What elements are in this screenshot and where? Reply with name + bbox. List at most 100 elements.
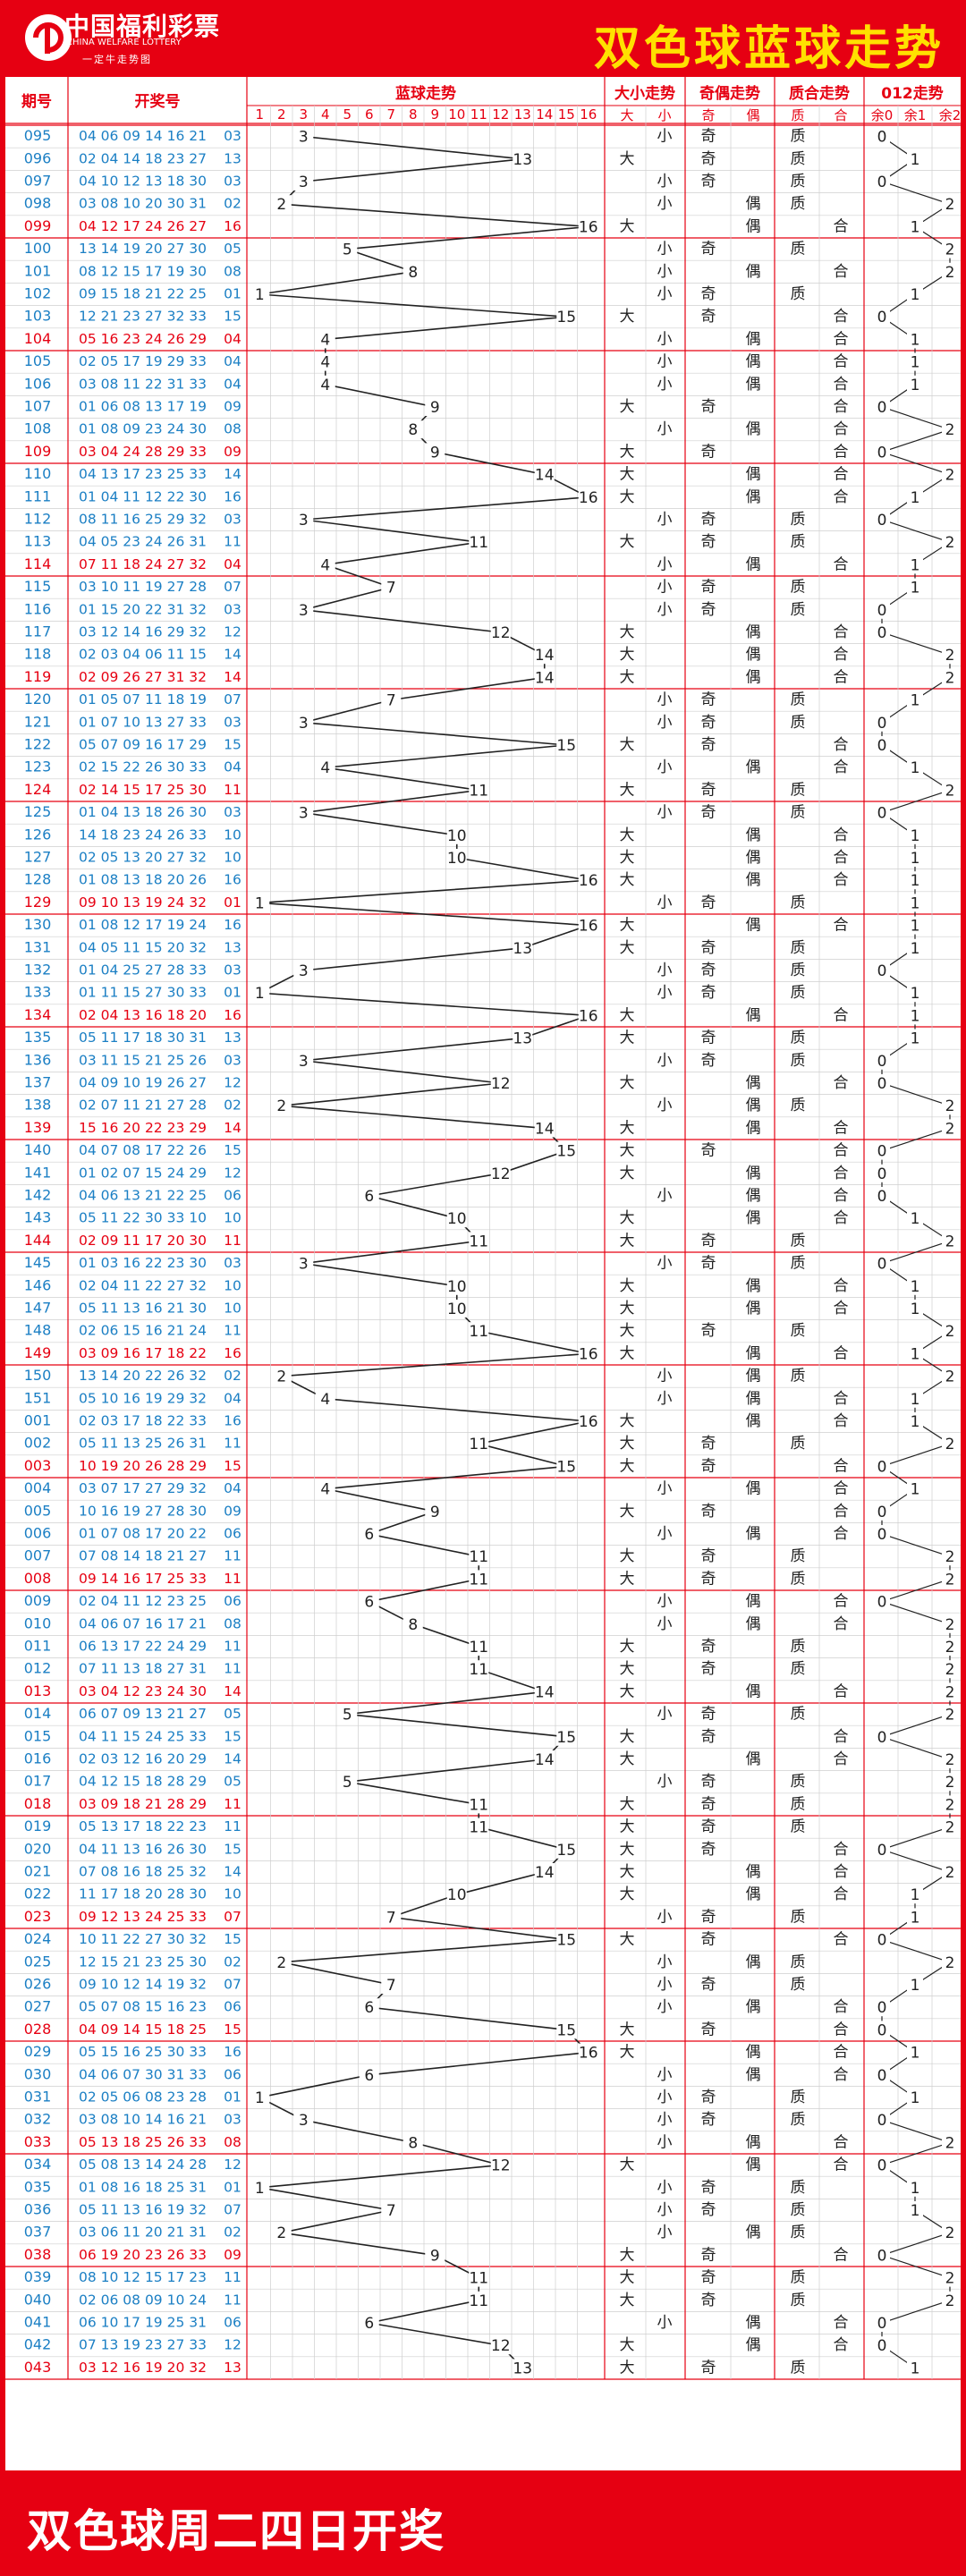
blue-value-bg bbox=[534, 1863, 555, 1881]
mod3-value-bg bbox=[874, 2336, 890, 2355]
period-number: 149 bbox=[24, 1344, 52, 1361]
mod3-mark: 1 bbox=[911, 850, 920, 868]
blue-value-mark: 6 bbox=[364, 2067, 374, 2085]
blue-value-mark: 6 bbox=[364, 1999, 374, 2017]
blue-value-mark: 12 bbox=[491, 1165, 511, 1183]
blue-value-mark: 3 bbox=[299, 805, 309, 823]
red-balls: 04 13 17 23 25 33 bbox=[79, 466, 207, 482]
prime-mark: 质 bbox=[791, 714, 806, 732]
size-mark: 大 bbox=[620, 1074, 635, 1092]
size-mark: 大 bbox=[620, 1119, 635, 1137]
period-number: 029 bbox=[24, 2043, 52, 2060]
size-mark: 大 bbox=[620, 1165, 635, 1182]
blue-value-mark: 2 bbox=[276, 196, 286, 214]
mod3-mark: 2 bbox=[945, 1661, 955, 1679]
mod3-value-bg bbox=[942, 2133, 958, 2152]
mod3-mark: 1 bbox=[911, 489, 920, 507]
parity-mark: 奇 bbox=[701, 691, 716, 709]
blue-value-bg bbox=[293, 173, 314, 191]
mod3-value-bg bbox=[942, 668, 958, 687]
parity-mark: 偶 bbox=[746, 1863, 761, 1881]
period-number: 003 bbox=[24, 1457, 52, 1474]
mod3-mark: 2 bbox=[945, 1120, 955, 1138]
prime-mark: 质 bbox=[791, 1030, 806, 1047]
red-balls: 09 12 13 24 25 33 bbox=[79, 1909, 207, 1925]
size-mark: 小 bbox=[657, 1998, 673, 2016]
prime-mark: 合 bbox=[834, 443, 849, 461]
blue-value-mark: 11 bbox=[469, 1571, 488, 1589]
period-number: 005 bbox=[24, 1502, 52, 1519]
prime-mark: 质 bbox=[791, 1773, 806, 1791]
blue-ball: 04 bbox=[224, 759, 242, 775]
red-balls: 07 08 14 18 21 27 bbox=[79, 1548, 207, 1564]
blue-value-bg bbox=[271, 195, 292, 214]
blue-value-bg bbox=[271, 1367, 292, 1385]
prime-mark: 质 bbox=[791, 285, 806, 303]
mod3-mark: 1 bbox=[911, 2089, 920, 2107]
blue-value-bg bbox=[315, 330, 335, 349]
mod3-value-bg bbox=[874, 736, 890, 754]
prime-mark: 质 bbox=[791, 195, 806, 213]
mod3-mark: 1 bbox=[911, 2360, 920, 2377]
size-mark: 大 bbox=[620, 1006, 635, 1024]
prime-mark: 质 bbox=[791, 2111, 806, 2129]
draw-schedule-text: 双色球周二四日开奖 bbox=[27, 2505, 445, 2557]
mod3-value-bg bbox=[907, 826, 923, 844]
mod3-mark: 2 bbox=[945, 669, 955, 687]
period-number: 025 bbox=[24, 1953, 52, 1970]
size-trend-header: 大小走势 bbox=[614, 84, 675, 103]
blue-value-mark: 16 bbox=[579, 218, 598, 236]
size-mark: 大 bbox=[620, 623, 635, 641]
blue-value-bg bbox=[556, 1727, 577, 1746]
size-mark: 大 bbox=[620, 217, 635, 235]
blue-value-mark: 16 bbox=[579, 1413, 598, 1431]
blue-value-mark: 14 bbox=[535, 1120, 555, 1138]
parity-mark: 奇 bbox=[701, 1728, 716, 1746]
mod3-mark: 1 bbox=[911, 1301, 920, 1318]
mod3-value-bg bbox=[874, 2065, 890, 2084]
blue-value-mark: 15 bbox=[556, 1842, 576, 1860]
blue-col-header: 7 bbox=[386, 106, 396, 123]
mod3-value-bg bbox=[874, 1457, 890, 1476]
parity-mark: 奇 bbox=[701, 2201, 716, 2219]
blue-value-bg bbox=[425, 398, 445, 416]
prime-mark: 质 bbox=[791, 1435, 806, 1453]
parity-mark: 偶 bbox=[746, 330, 761, 348]
parity-mark: 偶 bbox=[746, 217, 761, 235]
mod3-value-bg bbox=[907, 938, 923, 957]
mod3-value-bg bbox=[874, 1141, 890, 1160]
prime-mark: 合 bbox=[834, 1300, 849, 1318]
period-number: 008 bbox=[24, 1570, 52, 1587]
period-number: 138 bbox=[24, 1097, 52, 1114]
blue-ball: 03 bbox=[224, 601, 242, 617]
parity-mark: 奇 bbox=[701, 1457, 716, 1475]
blue-value-mark: 3 bbox=[299, 174, 309, 191]
mod3-mark: 1 bbox=[911, 377, 920, 394]
period-number: 023 bbox=[24, 1908, 52, 1925]
red-balls: 03 08 11 22 31 33 bbox=[79, 376, 207, 392]
period-number: 142 bbox=[24, 1187, 52, 1204]
mod3-mark: 0 bbox=[877, 737, 887, 755]
mod3-mark: 0 bbox=[877, 309, 887, 326]
mod3-value-bg bbox=[907, 1029, 923, 1047]
blue-value-mark: 15 bbox=[556, 1932, 576, 1950]
size-mark: 大 bbox=[620, 1412, 635, 1430]
period-number: 014 bbox=[24, 1705, 52, 1722]
mod3-value-bg bbox=[907, 285, 923, 303]
prime-mark: 质 bbox=[791, 150, 806, 168]
blue-ball: 11 bbox=[224, 2292, 242, 2308]
blue-ball: 09 bbox=[224, 399, 242, 415]
mod3-value-bg bbox=[874, 1998, 890, 2017]
parity-mark: 奇 bbox=[701, 1818, 716, 1836]
mod3-value-bg bbox=[874, 308, 890, 326]
blue-value-mark: 11 bbox=[469, 1323, 488, 1341]
blue-value-bg bbox=[293, 600, 314, 619]
blue-value-bg bbox=[490, 1164, 511, 1182]
prime-mark: 质 bbox=[791, 1232, 806, 1250]
blue-ball: 14 bbox=[224, 669, 242, 685]
prime-mark: 合 bbox=[834, 353, 849, 371]
blue-ball: 02 bbox=[224, 1097, 242, 1114]
blue-value-bg bbox=[469, 1660, 489, 1679]
blue-value-bg bbox=[490, 2336, 511, 2355]
red-balls: 01 08 12 17 19 24 bbox=[79, 917, 207, 933]
